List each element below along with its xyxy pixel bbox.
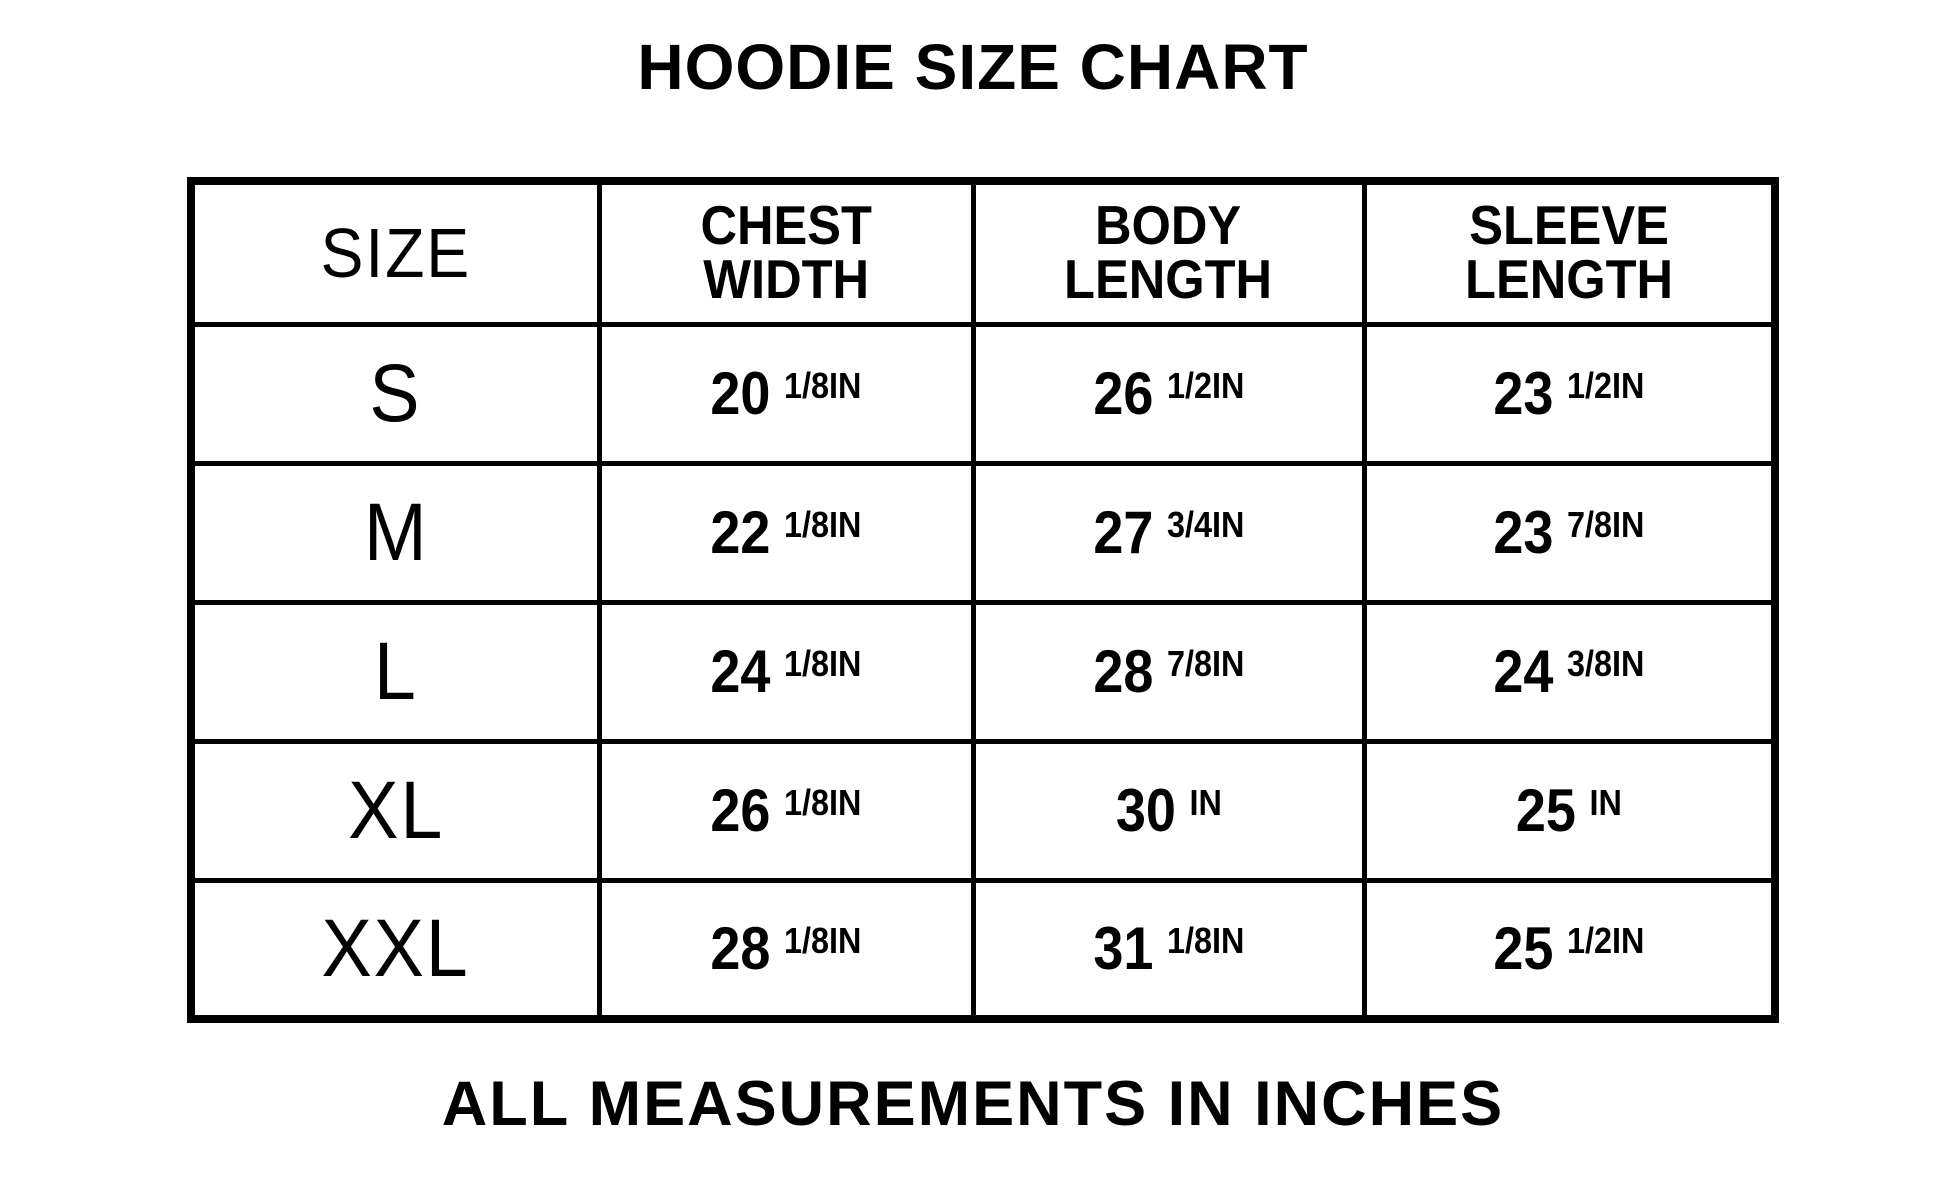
footer-note: ALL MEASUREMENTS IN INCHES xyxy=(441,1069,1505,1139)
measurement-value: 30 IN xyxy=(1115,777,1222,844)
size-cell: L xyxy=(188,599,602,744)
sleeve-length-cell: 23 7/8IN xyxy=(1361,460,1778,605)
sleeve-length-cell: 25 1/2IN xyxy=(1361,877,1778,1022)
table-row-m: M 22 1/8IN 27 3/4IN 23 7/8IN xyxy=(188,460,1778,605)
col-header-size-label: SIZE xyxy=(320,214,472,293)
col-header-sleeve-length-label: SLEEVE LENGTH xyxy=(1464,194,1673,311)
size-chart-table: SIZE CHEST WIDTH BODY LENGTH SLEEVE LENGTH … xyxy=(187,177,1779,1023)
chest-width-cell: 24 1/8IN xyxy=(596,599,976,744)
body-length-cell: 26 1/2IN xyxy=(970,321,1367,466)
measurement-value: 24 1/8IN xyxy=(710,638,862,705)
measurement-value: 20 1/8IN xyxy=(710,360,862,427)
size-cell: S xyxy=(188,321,602,466)
sleeve-length-cell: 24 3/8IN xyxy=(1361,599,1778,744)
col-header-body-length-label: BODY LENGTH xyxy=(1064,194,1273,311)
size-cell: XXL xyxy=(188,877,602,1022)
size-cell: XL xyxy=(188,738,602,883)
page-title: HOODIE SIZE CHART xyxy=(637,31,1309,103)
col-header-chest-width-label: CHEST WIDTH xyxy=(700,194,872,311)
body-length-cell: 30 IN xyxy=(970,738,1367,883)
body-length-cell: 31 1/8IN xyxy=(970,877,1367,1022)
measurement-value: 22 1/8IN xyxy=(710,499,862,566)
measurement-value: 25 1/2IN xyxy=(1493,915,1645,983)
chest-width-cell: 28 1/8IN xyxy=(596,877,976,1022)
body-length-cell: 27 3/4IN xyxy=(970,460,1367,605)
chest-width-cell: 22 1/8IN xyxy=(596,460,976,605)
measurement-value: 27 3/4IN xyxy=(1092,499,1245,566)
measurement-value: 23 7/8IN xyxy=(1493,499,1645,566)
size-cell: M xyxy=(188,460,602,605)
measurement-value: 26 1/8IN xyxy=(710,777,862,844)
table-header-row: SIZE CHEST WIDTH BODY LENGTH SLEEVE LENGTH xyxy=(188,178,1778,327)
table-row-l: L 24 1/8IN 28 7/8IN 24 3/8IN xyxy=(188,599,1778,744)
measurement-value: 28 1/8IN xyxy=(710,915,862,983)
col-header-chest-width: CHEST WIDTH xyxy=(596,178,976,327)
sleeve-length-cell: 25 IN xyxy=(1361,738,1778,883)
table-row-s: S 20 1/8IN 26 1/2IN 23 1/2IN xyxy=(188,321,1778,466)
col-header-sleeve-length: SLEEVE LENGTH xyxy=(1361,178,1778,327)
measurement-value: 31 1/8IN xyxy=(1092,915,1245,983)
sleeve-length-cell: 23 1/2IN xyxy=(1361,321,1778,466)
measurement-value: 28 7/8IN xyxy=(1092,638,1245,705)
measurement-value: 24 3/8IN xyxy=(1493,638,1645,705)
table-row-xxl: XXL 28 1/8IN 31 1/8IN 25 1/2IN xyxy=(188,877,1778,1022)
chest-width-cell: 20 1/8IN xyxy=(596,321,976,466)
col-header-size: SIZE xyxy=(188,178,602,327)
measurement-value: 25 IN xyxy=(1515,777,1622,844)
table-row-xl: XL 26 1/8IN 30 IN 25 IN xyxy=(188,738,1778,883)
col-header-body-length: BODY LENGTH xyxy=(970,178,1367,327)
chest-width-cell: 26 1/8IN xyxy=(596,738,976,883)
measurement-value: 23 1/2IN xyxy=(1493,360,1645,427)
body-length-cell: 28 7/8IN xyxy=(970,599,1367,744)
measurement-value: 26 1/2IN xyxy=(1092,360,1245,427)
